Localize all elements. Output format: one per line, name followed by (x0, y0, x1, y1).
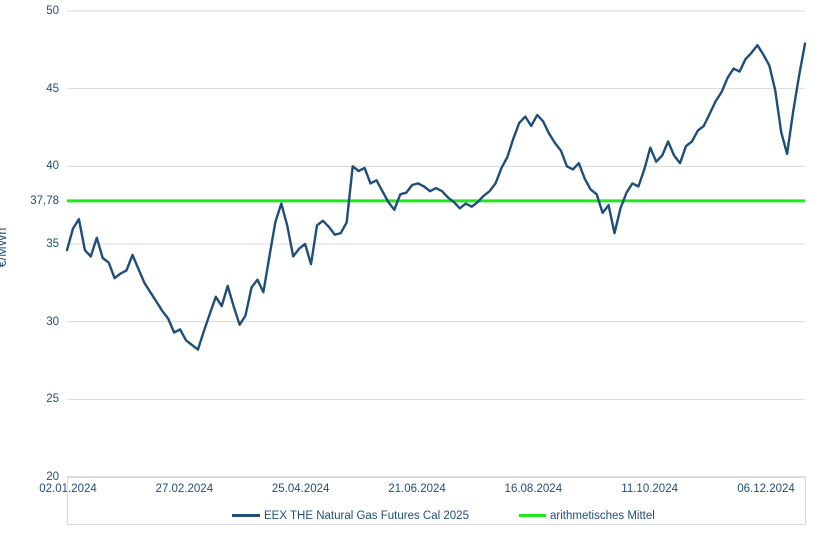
mean-value-label: 37,78 (30, 194, 59, 207)
y-tick-label: 35 (46, 238, 59, 250)
legend-item-futures: EEX THE Natural Gas Futures Cal 2025 (232, 508, 469, 523)
y-tick-label: 25 (46, 393, 59, 406)
x-tick-label: 02.01.2024 (39, 483, 97, 495)
x-tick-label: 11.10.2024 (621, 483, 678, 495)
y-tick-label: 45 (46, 82, 59, 95)
legend-line-sample-mean (519, 514, 546, 517)
y-tick-label: 20 (46, 471, 59, 483)
axis-legend-frame (67, 477, 806, 525)
legend-label-mean: arithmetisches Mittel (550, 509, 655, 522)
legend-line-sample-futures (232, 514, 260, 517)
x-tick-label: 21.06.2024 (388, 483, 446, 495)
y-axis-title: €/MWh (0, 227, 9, 268)
legend-label-futures: EEX THE Natural Gas Futures Cal 2025 (264, 509, 469, 522)
futures-price-line (65, 42, 807, 351)
legend-item-mean: arithmetisches Mittel (519, 508, 655, 523)
y-tick-label: 40 (46, 160, 59, 173)
x-tick-label: 25.04.2024 (271, 483, 330, 495)
y-tick-label: 50 (46, 5, 59, 17)
x-tick-label: 27.02.2024 (155, 483, 214, 495)
x-tick-label: 06.12.2024 (737, 483, 795, 495)
y-tick-label: 30 (46, 315, 59, 328)
x-tick-label: 16.08.2024 (504, 483, 563, 495)
